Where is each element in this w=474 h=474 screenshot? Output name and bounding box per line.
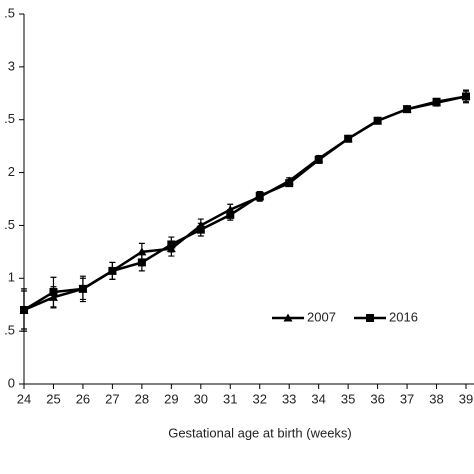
data-point — [344, 134, 353, 143]
data-point — [373, 116, 382, 125]
x-tick-label: 28 — [135, 391, 149, 406]
x-tick-label: 30 — [194, 391, 208, 406]
x-tick-label: 36 — [370, 391, 384, 406]
x-tick-label: 32 — [252, 391, 266, 406]
data-point — [403, 105, 412, 114]
data-point — [49, 288, 58, 297]
y-tick-label: .5 — [4, 5, 15, 20]
x-tick-label: 24 — [17, 391, 31, 406]
x-axis-label: Gestational age at birth (weeks) — [168, 425, 352, 440]
x-tick-label: 27 — [105, 391, 119, 406]
y-tick-label: 1 — [8, 270, 15, 285]
data-point — [285, 179, 294, 188]
data-point — [314, 155, 323, 164]
y-tick-label: .5 — [4, 111, 15, 126]
x-tick-label: 39 — [459, 391, 473, 406]
legend-label: 2016 — [389, 309, 418, 324]
data-point — [108, 266, 117, 275]
x-tick-label: 31 — [223, 391, 237, 406]
y-tick-label: 3 — [8, 58, 15, 73]
legend-marker — [366, 314, 374, 322]
x-tick-label: 34 — [311, 391, 325, 406]
x-tick-label: 33 — [282, 391, 296, 406]
x-tick-label: 37 — [400, 391, 414, 406]
data-line — [23, 95, 467, 312]
y-tick-label: .5 — [4, 323, 15, 338]
x-tick-label: 26 — [76, 391, 90, 406]
y-tick-label: 2 — [8, 164, 15, 179]
y-tick-label: .5 — [4, 217, 15, 232]
data-point — [226, 210, 235, 219]
x-tick-label: 35 — [341, 391, 355, 406]
legend-marker — [283, 313, 293, 322]
y-tick-label: 0 — [8, 375, 15, 390]
data-point — [78, 284, 87, 293]
data-point — [432, 97, 441, 106]
data-line — [23, 95, 467, 312]
legend-label: 2007 — [307, 309, 336, 324]
data-point — [167, 240, 176, 249]
data-point — [196, 225, 205, 234]
data-point — [137, 247, 147, 256]
x-tick-label: 25 — [46, 391, 60, 406]
data-point — [137, 258, 146, 267]
data-point — [462, 92, 470, 101]
data-point — [20, 306, 28, 314]
data-point — [255, 191, 264, 200]
x-tick-label: 38 — [429, 391, 443, 406]
x-tick-label: 29 — [164, 391, 178, 406]
